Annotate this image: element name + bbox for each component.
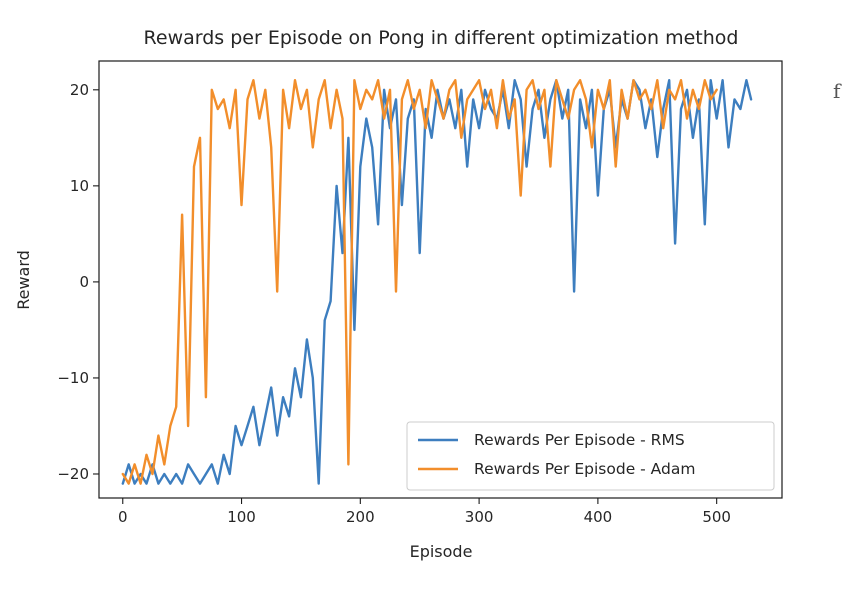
x-tick-label: 400	[584, 508, 613, 526]
series-line-adam	[121, 78, 718, 485]
legend: Rewards Per Episode - RMS Rewards Per Epi…	[406, 421, 775, 491]
chart-title: Rewards per Episode on Pong in different…	[144, 27, 739, 49]
axis-ticks: 0 100 200 300 400 500 −20 −10 0 10 20	[57, 81, 731, 526]
legend-label: Rewards Per Episode - RMS	[474, 431, 685, 449]
x-axis-label: Episode	[410, 542, 473, 561]
x-tick-label: 300	[465, 508, 494, 526]
axes	[98, 60, 783, 499]
y-tick-label: 0	[79, 273, 89, 291]
legend-label: Rewards Per Episode - Adam	[474, 460, 695, 478]
x-tick-label: 0	[118, 508, 128, 526]
legend-box	[406, 421, 775, 491]
series-line-rms	[121, 78, 753, 485]
x-tick-label: 200	[346, 508, 375, 526]
plot-frame	[98, 60, 783, 499]
y-tick-label: 10	[70, 177, 89, 195]
x-tick-label: 100	[227, 508, 256, 526]
y-axis-label: Reward	[14, 250, 33, 310]
y-tick-label: −10	[57, 369, 89, 387]
x-tick-label: 500	[702, 508, 731, 526]
y-tick-label: 20	[70, 81, 89, 99]
y-tick-label: −20	[57, 465, 89, 483]
series-group	[121, 78, 753, 485]
edge-glyph: f	[833, 79, 842, 103]
